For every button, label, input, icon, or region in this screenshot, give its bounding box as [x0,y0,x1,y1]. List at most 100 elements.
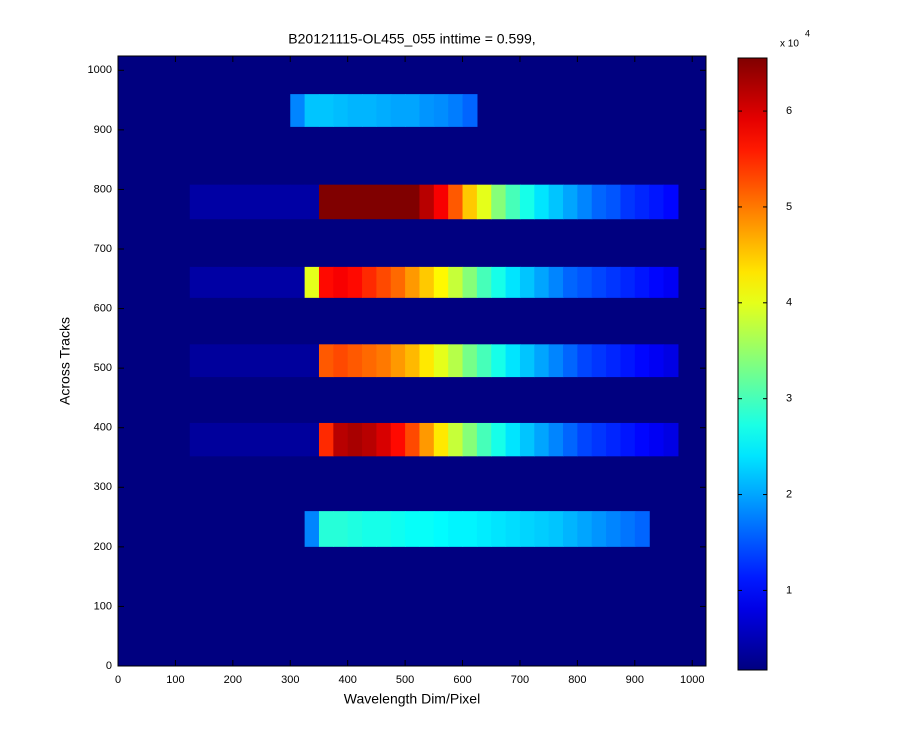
heatmap-cell [232,266,248,298]
heatmap-cell [290,266,306,298]
heatmap-cell [448,422,464,457]
heatmap-cell [189,266,205,298]
heatmap-cell [634,184,650,220]
x-tick-label: 100 [166,674,184,686]
heatmap-cell [591,422,607,457]
heatmap-cell [333,511,349,547]
heatmap-cell [491,184,507,220]
heatmap-cell [649,344,665,378]
heatmap-cell [505,511,521,547]
heatmap-cell [548,184,564,220]
heatmap-cell [232,422,248,457]
heatmap-cell [204,266,220,298]
heatmap-cell [218,344,234,378]
heatmap-cell [304,184,320,220]
heatmap-cell [577,422,593,457]
plot-frame [117,55,707,667]
heatmap-cell [390,266,406,298]
heatmap-cell [606,266,622,298]
heatmap-cell [304,266,320,298]
heatmap-cell [347,422,363,457]
heatmap-cell [261,184,277,220]
heatmap-cell [419,184,435,220]
heatmap-cell [247,266,263,298]
heatmap-cell [505,184,521,220]
heatmap-cell [376,511,392,547]
heatmap-cell [663,344,679,378]
heatmap-cell [534,511,550,547]
heatmap-cell [347,511,363,547]
heatmap-cell [362,422,377,457]
heatmap-cell [261,266,277,298]
heatmap-cell [318,511,334,547]
heatmap-cell [189,344,205,378]
heatmap-cell [232,344,248,378]
heatmap-cell [591,184,607,220]
heatmap-cell [261,422,277,457]
heatmap-cell [534,184,550,220]
heatmap-cell [333,94,349,127]
x-tick-label: 200 [224,674,242,686]
heatmap-cell [419,344,435,378]
heatmap-cell [649,422,665,457]
heatmap-cell [419,266,435,298]
heatmap-cell [519,511,535,547]
heatmap-cell [318,266,334,298]
heatmap-cell [663,266,679,298]
y-tick-label: 400 [94,422,112,434]
x-tick-label: 1000 [680,674,704,686]
heatmap-cell [362,511,377,547]
colorbar-tick-label: 5 [786,201,792,213]
heatmap-cell [519,266,535,298]
heatmap-cell [476,511,492,547]
heatmap-cell [204,344,220,378]
heatmap-cell [304,511,320,547]
y-tick-label: 800 [94,183,112,195]
heatmap-cell [390,344,406,378]
heatmap-cell [290,184,306,220]
heatmap-cell [333,266,349,298]
heatmap-cell [218,266,234,298]
heatmap-cell [663,422,679,457]
heatmap-cell [189,184,205,220]
colorbar-tick-label: 1 [786,584,792,596]
heatmap-cell [433,511,449,547]
heatmap-cell [563,184,578,220]
heatmap-cell [318,422,334,457]
heatmap-cell [347,94,363,127]
y-tick-label: 1000 [88,64,112,76]
y-tick-label: 300 [94,481,112,493]
heatmap-cell [577,266,593,298]
heatmap-cell [591,344,607,378]
heatmap-cell [376,94,392,127]
heatmap-cell [232,184,248,220]
heatmap-cell [390,422,406,457]
heatmap-cell [347,184,363,220]
chart-title: B20121115-OL455_055 inttime = 0.599, [288,31,535,47]
heatmap-cell [419,422,435,457]
heatmap-cell [620,266,636,298]
heatmap-cell [476,184,492,220]
heatmap-cell [405,184,421,220]
heatmap-cell [534,266,550,298]
heatmap-cell [548,422,564,457]
heatmap-cell [476,344,492,378]
heatmap-cell [218,422,234,457]
heatmap-cell [519,344,535,378]
heatmap-cell [606,344,622,378]
heatmap-cell [275,184,291,220]
heatmap-cell [476,266,492,298]
heatmap-cell [649,266,665,298]
heatmap-cell [290,422,306,457]
heatmap-cell [433,184,449,220]
heatmap-cell [304,94,320,127]
colorbar-tick-label: 3 [786,393,792,405]
heatmap-cell [405,344,421,378]
heatmap-cell [491,511,507,547]
colorbar-scale: x 10 [780,39,799,50]
heatmap-cell [548,511,564,547]
x-axis-label: Wavelength Dim/Pixel [344,691,480,707]
heatmap-cell [376,184,392,220]
heatmap-cell [577,511,593,547]
